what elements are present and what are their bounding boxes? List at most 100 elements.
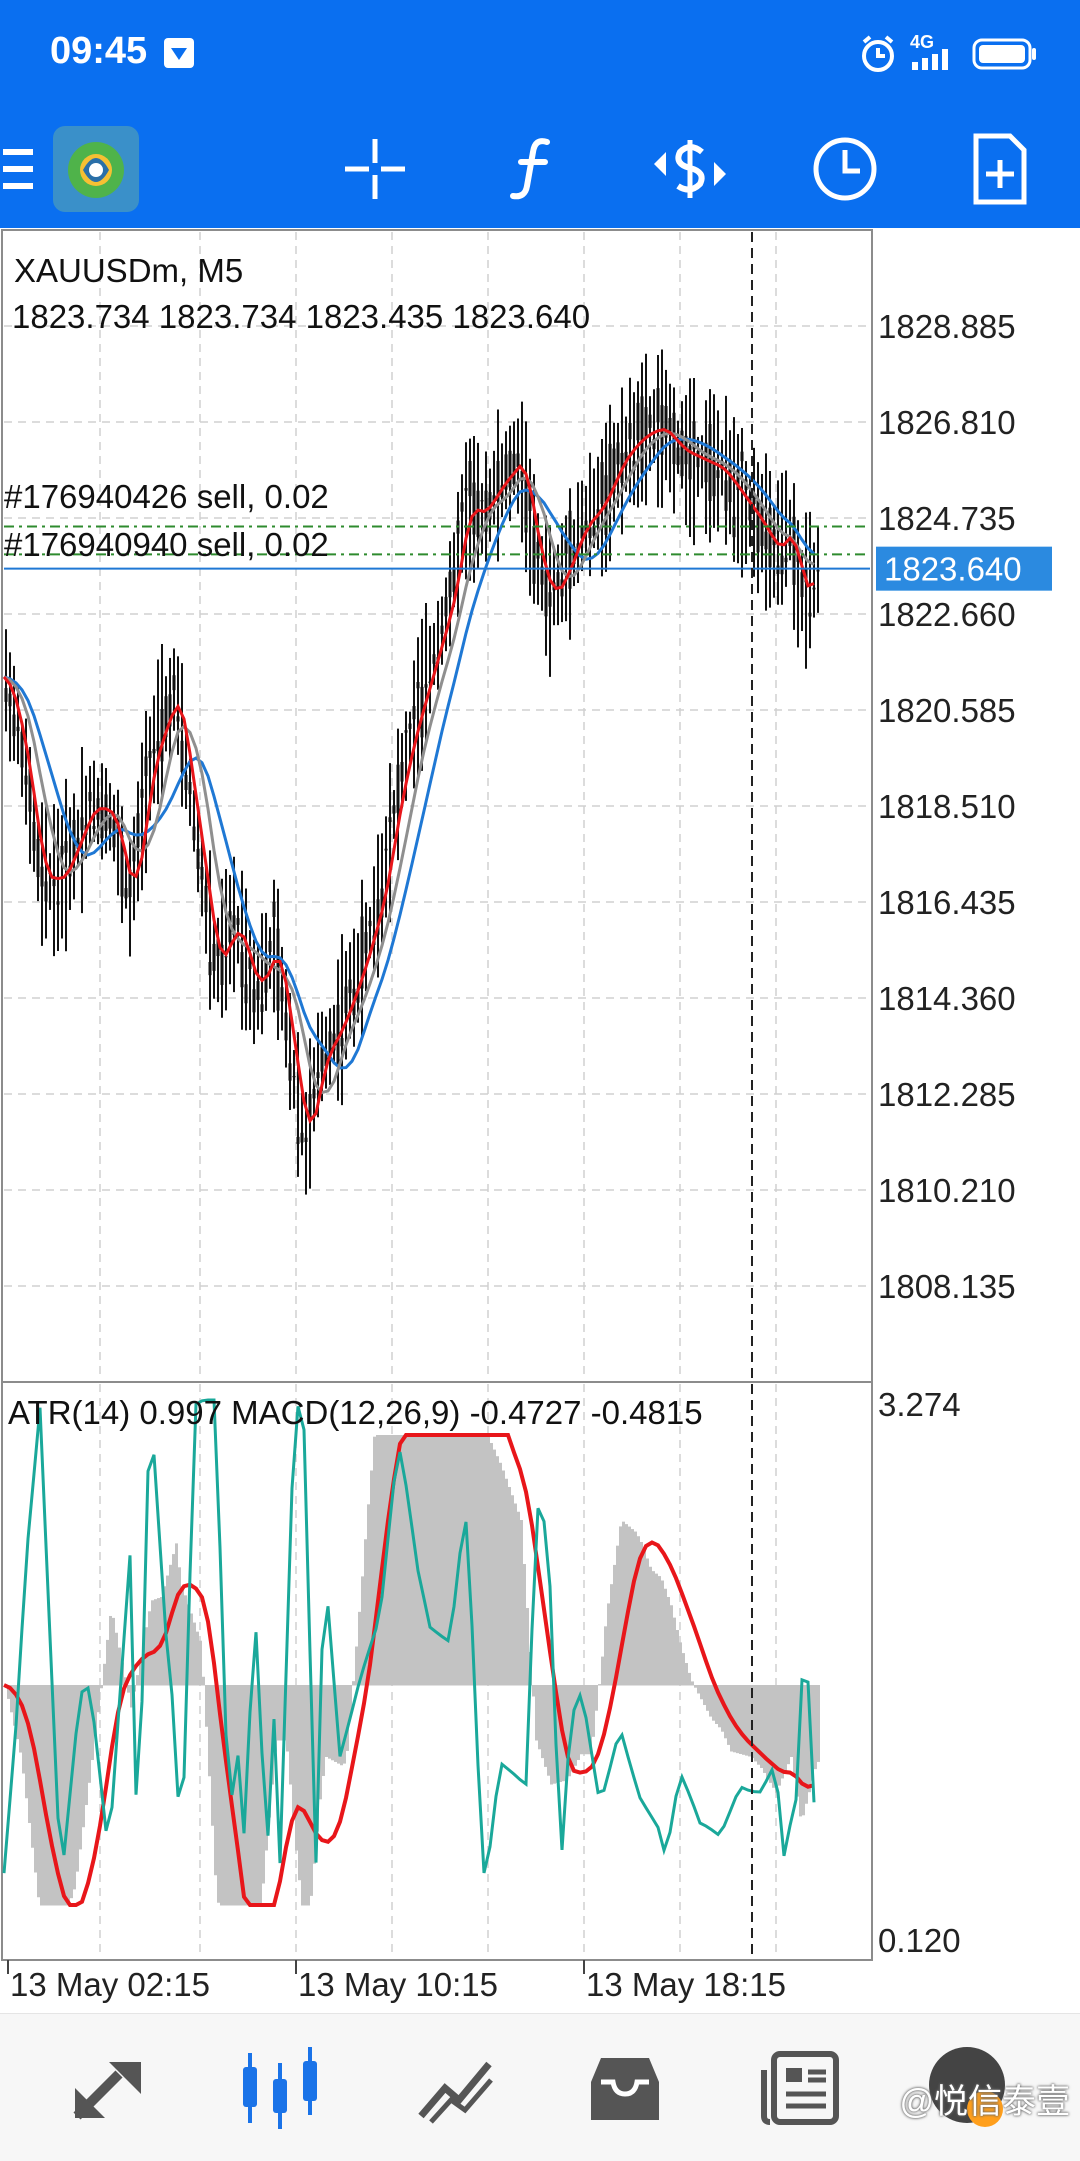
indicator-lines <box>2 1398 816 1907</box>
nav-chart[interactable] <box>210 2014 350 2161</box>
histogram-bar <box>601 1656 604 1686</box>
price-tick-label: 1808.135 <box>878 1268 1016 1305</box>
histogram-bar <box>688 1672 691 1686</box>
histogram-bar <box>379 1435 382 1686</box>
histogram-bar <box>223 1685 226 1906</box>
chart-toolbar <box>0 110 1080 228</box>
histogram-bar <box>655 1573 658 1686</box>
chart-overlays: 1823.640 <box>4 232 1052 1958</box>
histogram-bar <box>409 1435 412 1686</box>
nav-news[interactable] <box>730 2014 870 2161</box>
histogram-bar <box>31 1685 34 1848</box>
histogram-bar <box>580 1685 583 1755</box>
histogram-bar <box>778 1685 781 1786</box>
histogram-bar <box>475 1435 478 1686</box>
price-tick-label: 1812.285 <box>878 1076 1016 1113</box>
histogram-bar <box>547 1685 550 1776</box>
order-label: #176940940 sell, 0.02 <box>4 526 329 563</box>
function-icon <box>510 138 550 200</box>
status-time: 09:45 <box>50 30 148 72</box>
histogram-bar <box>10 1685 13 1713</box>
trade-button[interactable] <box>645 110 735 228</box>
histogram-bar <box>478 1435 481 1686</box>
histogram-bar <box>493 1449 496 1686</box>
histogram-bar <box>190 1613 193 1686</box>
histogram-bar <box>109 1615 112 1686</box>
nav-messages[interactable] <box>900 2014 1040 2161</box>
histogram-bar <box>391 1435 394 1686</box>
histogram-bar <box>757 1685 760 1765</box>
histogram-bar <box>295 1685 298 1851</box>
histogram-bar <box>679 1642 682 1686</box>
histogram-bar <box>604 1626 607 1686</box>
histogram-bar <box>214 1685 217 1876</box>
histogram-bar <box>112 1617 115 1686</box>
histogram-bar <box>400 1435 403 1686</box>
histogram-bar <box>481 1435 484 1686</box>
current-price-label: 1823.640 <box>884 551 1022 588</box>
price-chart[interactable]: 1823.640 1828.885 1826.810 1824.735 1822.66… <box>0 228 1080 2013</box>
histogram-bar <box>436 1435 439 1686</box>
price-tick-label: 1814.360 <box>878 980 1016 1017</box>
histogram-bar <box>625 1524 628 1686</box>
histogram-bar <box>172 1554 175 1686</box>
histogram-bar <box>265 1685 268 1851</box>
app-logo[interactable] <box>52 110 140 228</box>
histogram-bar <box>712 1685 715 1721</box>
atr-line <box>2 1398 816 1874</box>
histogram-bar <box>682 1653 685 1686</box>
timeframe-button[interactable] <box>800 110 890 228</box>
histogram-bar <box>739 1685 742 1754</box>
histogram-bar <box>745 1685 748 1756</box>
histogram-bar <box>439 1435 442 1686</box>
histogram-bar <box>91 1685 94 1761</box>
indicator-label: ATR(14) 0.997 MACD(12,26,9) -0.4727 -0.4… <box>8 1394 703 1431</box>
histogram-bar <box>514 1503 517 1686</box>
new-order-button[interactable] <box>955 110 1045 228</box>
nav-trade[interactable] <box>385 2014 525 2161</box>
histogram-bar <box>565 1685 568 1781</box>
clock-icon <box>813 137 877 201</box>
histogram-bar <box>274 1685 277 1752</box>
messages-icon <box>929 2046 1005 2127</box>
histogram-bar <box>622 1521 625 1686</box>
histogram-bar <box>460 1435 463 1686</box>
nav-quotes[interactable] <box>40 2014 180 2161</box>
new-chart-icon <box>973 133 1027 205</box>
histogram-bar <box>139 1659 142 1686</box>
histogram-bar <box>349 1685 352 1717</box>
histogram-bar <box>556 1685 559 1783</box>
nav-history[interactable] <box>555 2014 695 2161</box>
histogram-bar <box>673 1617 676 1686</box>
histogram-bar <box>118 1647 121 1686</box>
histogram-bar <box>640 1542 643 1686</box>
histogram-bar <box>685 1663 688 1686</box>
histogram-bar <box>631 1529 634 1686</box>
menu-button[interactable] <box>0 110 40 228</box>
histogram-bar <box>169 1564 172 1686</box>
histogram-bar <box>424 1435 427 1686</box>
histogram-bar <box>346 1685 349 1751</box>
histogram-bar <box>817 1685 820 1762</box>
histogram-bar <box>115 1632 118 1686</box>
crosshair-button[interactable] <box>330 110 420 228</box>
histogram-bar <box>247 1685 250 1906</box>
histogram-bar <box>781 1685 784 1779</box>
histogram-bar <box>157 1598 160 1686</box>
histogram-bar <box>235 1685 238 1906</box>
bottom-navigation: @悦信泰壹 <box>0 2013 1080 2161</box>
histogram-bar <box>403 1435 406 1686</box>
histogram-bar <box>718 1685 721 1728</box>
histogram-bar <box>19 1685 22 1753</box>
histogram-bar <box>670 1605 673 1686</box>
histogram-bar <box>505 1478 508 1686</box>
histogram-bar <box>25 1685 28 1799</box>
histogram-bar <box>616 1545 619 1686</box>
time-label: 13 May 10:15 <box>298 1966 498 2003</box>
indicators-button[interactable] <box>490 110 580 228</box>
histogram-bar <box>520 1520 523 1686</box>
histogram-bar <box>448 1435 451 1686</box>
histogram-bar <box>46 1685 49 1906</box>
histogram-bar <box>550 1685 553 1785</box>
chart-area[interactable]: 1823.640 1828.885 1826.810 1824.735 1822.66… <box>0 228 1080 2013</box>
